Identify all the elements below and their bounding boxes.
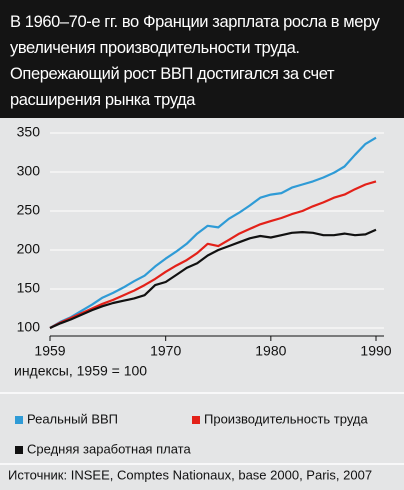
legend-label: Производительность труда xyxy=(204,411,368,426)
chart-title: В 1960–70-е гг. во Франции зарплата росл… xyxy=(10,13,380,109)
x-tick-label: 1959 xyxy=(34,343,65,359)
x-tick-label: 1990 xyxy=(360,343,391,359)
x-tick-label: 1970 xyxy=(150,343,181,359)
y-tick-label: 300 xyxy=(17,163,41,179)
y-tick-label: 200 xyxy=(17,241,41,257)
legend-label: Средняя заработная плата xyxy=(27,441,191,456)
source: Источник: INSEE, Comptes Nationaux, base… xyxy=(8,467,372,482)
x-tick-label: 1980 xyxy=(255,343,286,359)
legend-swatch xyxy=(15,446,23,454)
line-series xyxy=(49,136,377,329)
legend-swatch xyxy=(15,416,23,424)
header: В 1960–70-е гг. во Франции зарплата росл… xyxy=(0,0,404,118)
legend-swatch xyxy=(192,416,200,424)
legend-label: Реальный ВВП xyxy=(27,411,118,426)
y-tick-label: 250 xyxy=(17,202,41,218)
line-series xyxy=(49,228,377,330)
y-tick-label: 150 xyxy=(17,280,41,296)
y-tick-label: 350 xyxy=(17,124,41,140)
line-series xyxy=(49,180,377,329)
y-tick-label: 100 xyxy=(17,319,41,335)
axis-note: индексы, 1959 = 100 xyxy=(14,363,147,379)
chart: индексы, 1959 = 100 Источник: INSEE, Com… xyxy=(0,124,404,482)
